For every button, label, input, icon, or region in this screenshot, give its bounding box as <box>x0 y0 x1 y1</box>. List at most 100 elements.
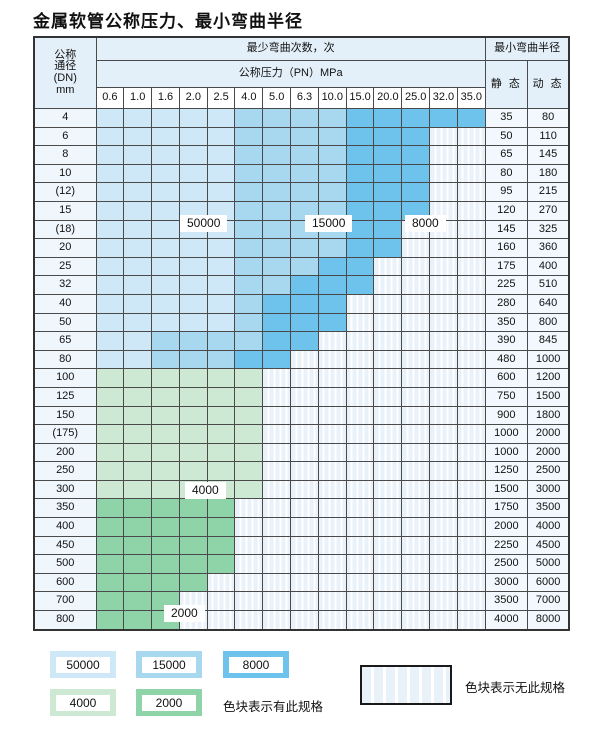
legend-swatch-color: 50000 <box>50 651 116 678</box>
cell-spec <box>151 479 180 500</box>
cell-dynamic-radius: 325 <box>526 219 570 240</box>
header-pressure-1.6: 1.6 <box>151 87 180 109</box>
header-pressure-10.0: 10.0 <box>317 87 347 109</box>
cell-no-spec <box>429 126 458 147</box>
cell-no-spec <box>290 517 319 537</box>
cell-spec <box>151 405 180 426</box>
cell-no-spec <box>345 442 375 463</box>
cell-spec <box>206 498 236 519</box>
cell-no-spec <box>317 405 347 426</box>
cell-spec <box>317 108 347 128</box>
cell-no-spec <box>345 479 375 500</box>
cell-static-radius: 390 <box>484 331 528 351</box>
cell-spec <box>178 349 208 370</box>
cell-no-spec <box>429 238 458 258</box>
cell-dynamic-radius: 4000 <box>526 517 570 537</box>
cell-spec <box>178 238 208 258</box>
header-row-pressure-values: 0.6 1.0 1.6 2.0 2.5 4.0 5.0 6.3 10.0 15.0 20.0 25.0… <box>34 87 569 109</box>
cell-no-spec <box>429 293 458 314</box>
cell-spec <box>151 256 180 277</box>
cell-spec <box>206 108 236 128</box>
cell-no-spec <box>456 163 486 184</box>
cell-no-spec <box>429 256 458 277</box>
grid-value-tag: 15000 <box>305 215 353 232</box>
cell-static-radius: 350 <box>484 312 528 333</box>
cell-spec <box>95 479 125 500</box>
cell-no-spec <box>262 405 292 426</box>
cell-spec <box>151 368 180 388</box>
cell-no-spec <box>456 368 486 388</box>
cell-static-radius: 750 <box>484 386 528 407</box>
cell-spec <box>456 108 486 128</box>
cell-spec <box>262 126 292 147</box>
cell-spec <box>95 554 125 574</box>
cell-no-spec <box>401 517 431 537</box>
cell-spec <box>345 126 375 147</box>
cell-spec <box>373 200 403 221</box>
cell-no-spec <box>345 610 375 631</box>
cell-no-spec <box>345 535 375 556</box>
cell-spec <box>123 182 153 202</box>
table-row: 400 2000 4000 <box>33 517 570 537</box>
cell-spec <box>206 145 236 165</box>
cell-no-spec <box>317 572 347 593</box>
header-row-2: 公称压力（PN）MPa 静 态 动 态 <box>34 60 570 109</box>
cell-spec <box>206 331 236 351</box>
cell-dn: 125 <box>33 386 97 407</box>
cell-no-spec <box>401 368 431 388</box>
header-pressure-title: 公称压力（PN）MPa <box>95 60 486 88</box>
cell-static-radius: 80 <box>484 163 528 184</box>
cell-dynamic-radius: 2000 <box>526 424 570 444</box>
cell-spec <box>373 219 403 240</box>
cell-spec <box>262 256 292 277</box>
legend-swatch-label: 4000 <box>56 694 110 711</box>
cell-no-spec <box>345 293 375 314</box>
cell-no-spec <box>429 312 458 333</box>
cell-dn: 80 <box>33 349 97 370</box>
header-pressure-2.0: 2.0 <box>178 87 208 109</box>
cell-dynamic-radius: 145 <box>526 145 570 165</box>
cell-dn: 25 <box>33 256 97 277</box>
cell-dynamic-radius: 8000 <box>526 610 570 631</box>
table-row: (18) 145 325 <box>33 219 570 240</box>
cell-spec <box>234 256 264 277</box>
cell-spec <box>345 238 375 258</box>
cell-no-spec <box>429 610 458 631</box>
cell-no-spec <box>373 386 403 407</box>
dn-line-2: (DN) <box>53 72 77 84</box>
header-pressure-2.5: 2.5 <box>206 87 236 109</box>
cell-spec <box>123 126 153 147</box>
table-row: 200 1000 2000 <box>33 442 570 463</box>
cell-no-spec <box>345 405 375 426</box>
cell-dn: 350 <box>33 498 97 519</box>
cell-no-spec <box>317 368 347 388</box>
spec-table-container: 公称 通径 (DN) mm 最少弯曲次数，次 最小弯曲半径 公称压力（PN）MP… <box>33 36 571 631</box>
cell-no-spec <box>317 591 347 612</box>
cell-spec <box>290 275 319 295</box>
cell-no-spec <box>373 275 403 295</box>
cell-no-spec <box>290 405 319 426</box>
cell-static-radius: 65 <box>484 145 528 165</box>
cell-spec <box>206 424 236 444</box>
cell-spec <box>123 200 153 221</box>
cell-no-spec <box>401 275 431 295</box>
cell-static-radius: 145 <box>484 219 528 240</box>
cell-dn: 600 <box>33 572 97 593</box>
cell-static-radius: 2000 <box>484 517 528 537</box>
cell-spec <box>95 461 125 481</box>
cell-spec <box>401 145 431 165</box>
cell-spec <box>123 312 153 333</box>
cell-no-spec <box>429 554 458 574</box>
header-bend-count-title: 最少弯曲次数，次 <box>95 36 486 61</box>
cell-spec <box>401 163 431 184</box>
page-title: 金属软管公称压力、最小弯曲半径 <box>33 12 303 32</box>
cell-dynamic-radius: 2000 <box>526 442 570 463</box>
cell-spec <box>345 108 375 128</box>
cell-dynamic-radius: 110 <box>526 126 570 147</box>
cell-no-spec <box>290 349 319 370</box>
cell-no-spec <box>234 554 264 574</box>
cell-no-spec <box>456 498 486 519</box>
cell-dn: 150 <box>33 405 97 426</box>
cell-spec <box>95 610 125 631</box>
cell-spec <box>151 275 180 295</box>
